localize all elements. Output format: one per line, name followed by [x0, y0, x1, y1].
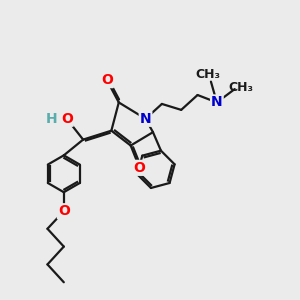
Text: N: N [140, 112, 152, 126]
Text: H: H [46, 112, 58, 126]
Text: O: O [58, 204, 70, 218]
Text: N: N [211, 95, 223, 110]
Text: CH₃: CH₃ [228, 81, 253, 94]
Text: O: O [101, 73, 113, 87]
Text: O: O [61, 112, 73, 126]
Text: O: O [134, 161, 146, 175]
Text: CH₃: CH₃ [196, 68, 220, 81]
